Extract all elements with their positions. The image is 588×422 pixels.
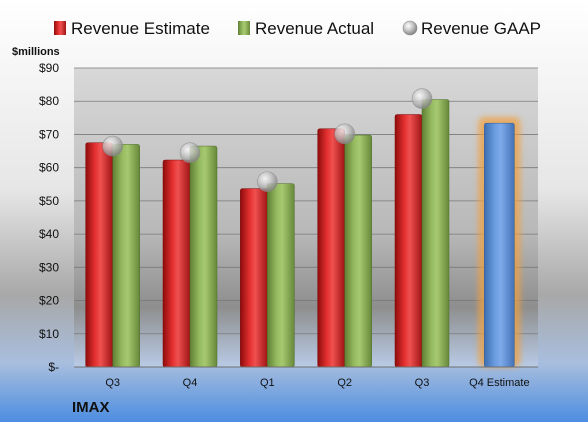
y-tick-label: $60 — [39, 161, 59, 175]
legend-marker-revenue-gaap — [402, 20, 418, 36]
marker-revenue-gaap — [257, 171, 278, 192]
bar-revenue-actual — [344, 134, 372, 368]
plot-area — [74, 68, 538, 367]
bar-revenue-actual — [267, 183, 295, 368]
bar-q4-estimate — [484, 122, 515, 368]
legend-swatch-revenue-estimate — [54, 21, 66, 35]
marker-revenue-gaap — [334, 123, 355, 145]
marker-revenue-gaap — [179, 142, 201, 164]
bars — [85, 99, 515, 368]
gridlines — [74, 67, 538, 335]
x-tick-label: Q4 Estimate — [469, 377, 530, 389]
y-tick-label: $80 — [39, 94, 59, 108]
x-tick-label: Q3 — [105, 377, 120, 389]
y-axis-unit-label: $millions — [12, 46, 60, 58]
bar-revenue-estimate — [317, 128, 345, 368]
bar-revenue-estimate — [162, 159, 191, 368]
bar-revenue-estimate — [394, 114, 423, 368]
legend-label-revenue-estimate: Revenue Estimate — [71, 19, 210, 38]
x-tick-label: Q3 — [415, 377, 430, 389]
bar-revenue-estimate — [85, 142, 113, 368]
y-tick-label: $- — [48, 360, 59, 374]
x-axis-tick-labels: Q3 Q4 Q1 Q2 Q3 Q4 Estimate — [105, 377, 529, 389]
legend: Revenue Estimate Revenue Actual Revenue … — [54, 19, 541, 38]
bar-revenue-actual — [421, 99, 450, 368]
y-tick-label: $10 — [39, 327, 59, 341]
legend-label-revenue-actual: Revenue Actual — [255, 19, 374, 38]
legend-label-revenue-gaap: Revenue GAAP — [421, 19, 541, 38]
y-tick-label: $40 — [39, 227, 59, 241]
bar-revenue-estimate — [240, 188, 268, 368]
y-tick-label: $70 — [39, 127, 59, 141]
x-tick-label: Q4 — [183, 377, 198, 389]
y-tick-label: $90 — [39, 61, 59, 75]
company-label: IMAX — [72, 399, 110, 416]
y-tick-label: $30 — [39, 260, 59, 274]
bar-revenue-actual — [112, 144, 140, 368]
y-tick-label: $20 — [39, 294, 59, 308]
y-axis-tick-labels: $- $10 $20 $30 $40 $50 $60 $70 $80 $90 — [39, 61, 59, 374]
x-tick-label: Q1 — [260, 377, 275, 389]
marker-revenue-gaap — [411, 88, 433, 109]
legend-swatch-revenue-actual — [238, 21, 250, 35]
marker-revenue-gaap — [102, 135, 123, 157]
x-tick-label: Q2 — [337, 377, 352, 389]
gaap-markers — [102, 88, 433, 192]
y-tick-label: $50 — [39, 194, 59, 208]
bar-revenue-actual — [189, 145, 218, 368]
